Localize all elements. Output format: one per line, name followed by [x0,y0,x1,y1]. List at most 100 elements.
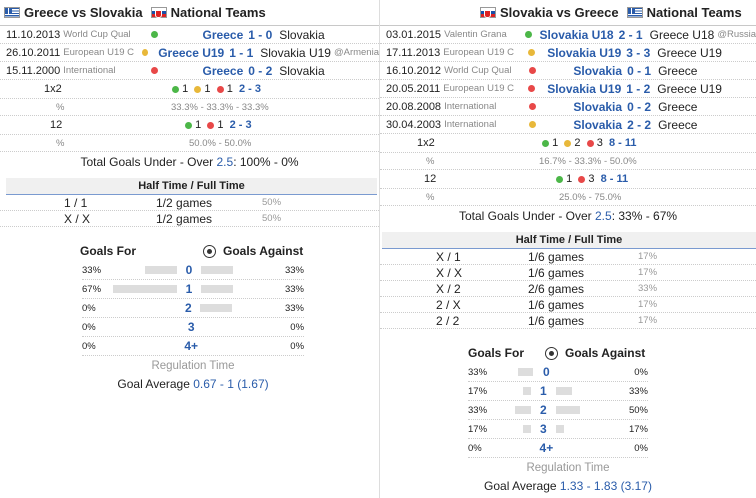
match-score[interactable]: 2 - 2 [627,117,652,132]
right-header-home[interactable]: Slovakia [500,5,553,20]
goals-against-pct: 0% [290,340,305,352]
left-1x2-pct-sign: % [56,101,65,113]
left-header: Greece vs Slovakia National Teams [0,0,379,26]
goals-count: 0 [185,263,193,277]
goals-against-bar-track [555,387,599,395]
right-1x2-total: 8 - 11 [608,137,637,149]
match-row[interactable]: 03.01.2015 Valentin Grana Slovakia U18 2 - … [380,26,756,44]
htft-pct: 17% [638,315,658,326]
match-away-team[interactable]: Greece U19 [657,45,722,60]
htft-row: X / X 1/2 games 50% [0,211,379,227]
match-home-team[interactable]: Slovakia U18 [539,27,614,42]
htft-row: X / 1 1/6 games 17% [380,249,756,265]
match-away-team[interactable]: Greece U18 [649,27,715,42]
match-row[interactable]: 20.08.2008 International Slovakia 0 - 2 Gree… [380,98,756,116]
match-score[interactable]: 3 - 3 [626,45,651,60]
result-dot-icon [528,49,536,56]
right-12-row: 12 1 3 8 - 11 [380,170,756,189]
left-under-over: Total Goals Under - Over 2.5: 100% - 0% [0,152,379,172]
match-away-team[interactable]: Greece [658,63,698,78]
match-competition: European U19 C [443,47,515,58]
result-dot-icon [529,103,537,110]
goals-against-bar [200,304,232,312]
match-away-team[interactable]: Slovakia [279,63,325,78]
htft-result: X / 1 [436,249,461,264]
right-1x2-label: 1x2 [417,137,435,149]
left-htft-title: Half Time / Full Time [6,178,377,195]
right-under-over-label: Total Goals Under - Over [458,209,592,223]
right-header-away[interactable]: Greece [574,5,619,20]
htft-row: X / 2 2/6 games 33% [380,281,756,297]
left-1x2-pct: 33.3% - 33.3% - 33.3% [171,101,269,113]
goals-for-pct: 67% [82,283,102,295]
match-row[interactable]: 11.10.2013 World Cup Qual Greece 1 - 0 Slova… [0,26,379,44]
goals-for-pct: 0% [82,340,96,352]
left-1x2-row: 1x2 1 1 1 2 - 3 [0,80,379,99]
left-12-pct-sign: % [56,137,65,149]
match-away-team[interactable]: Greece [658,117,698,132]
right-1x2-v2: 2 [574,137,581,149]
match-row[interactable]: 16.10.2012 World Cup Qual Slovakia 0 - 1 Gre… [380,62,756,80]
match-row[interactable]: 17.11.2013 European U19 C Slovakia U19 3 - … [380,44,756,62]
htft-games: 1/2 games [156,211,213,226]
right-panel: Slovakia vs Greece National Teams 03.01.… [380,0,756,493]
left-goals-table: 33% 0 33% 67% 1 33% 0% 2 33% 0% 3 0% 0% 4+ 0% [0,261,379,356]
match-score[interactable]: 1 - 2 [626,81,651,96]
match-row[interactable]: 26.10.2011 European U19 C Greece U19 1 - 1 S… [0,44,379,62]
left-12-v2: 1 [217,119,224,131]
match-row[interactable]: 20.05.2011 European U19 C Slovakia U19 1 - … [380,80,756,98]
goals-count: 0 [543,365,550,379]
match-score[interactable]: 2 - 1 [618,27,643,42]
right-regulation: Regulation Time [526,462,610,474]
htft-result: X / 2 [436,281,461,296]
left-header-home[interactable]: Greece [24,5,69,20]
match-home-team[interactable]: Greece [202,63,244,78]
match-home-team[interactable]: Slovakia U19 [547,81,622,96]
result-dot-icon [528,85,536,92]
htft-games: 1/2 games [156,195,213,210]
slovakia-flag-icon [480,7,496,18]
right-matches: 03.01.2015 Valentin Grana Slovakia U18 2 - … [380,26,756,134]
goals-against-bar [200,266,233,274]
match-home-team[interactable]: Greece [202,27,244,42]
match-away-team[interactable]: Greece [658,99,698,114]
goals-against-bar [555,387,572,395]
goals-against-bar-track [203,342,282,350]
match-home-team[interactable]: Slovakia [573,63,623,78]
goals-count: 4+ [184,339,199,353]
match-home-team[interactable]: Greece U19 [158,45,225,60]
goals-against-bar-track [203,323,282,331]
match-score[interactable]: 0 - 1 [627,63,652,78]
goals-count: 3 [187,320,195,334]
match-home-team[interactable]: Slovakia [573,117,623,132]
match-score[interactable]: 0 - 2 [627,99,652,114]
match-score[interactable]: 1 - 0 [248,27,273,42]
goals-count: 2 [184,301,192,315]
right-12-v1: 1 [566,173,573,185]
left-1x2-v2: 1 [204,83,211,95]
match-date: 30.04.2003 [386,118,442,131]
right-1x2-row: 1x2 1 2 3 8 - 11 [380,134,756,153]
match-away-team[interactable]: Slovakia [279,27,325,42]
result-dot-icon [151,67,159,74]
match-away-team[interactable]: Greece U19 [657,81,722,96]
match-competition: International [63,65,116,76]
goals-for-bar-track [489,444,534,452]
goals-count: 4+ [539,441,554,455]
match-home-team[interactable]: Slovakia U19 [547,45,622,60]
match-score[interactable]: 0 - 2 [248,63,273,78]
goals-against-bar-track [200,266,277,274]
right-goals-against-label: Goals Against [565,346,646,360]
match-row[interactable]: 30.04.2003 International Slovakia 2 - 2 Gree… [380,116,756,134]
right-htft-title: Half Time / Full Time [382,232,756,249]
left-header-away[interactable]: Slovakia [89,5,143,20]
goals-for-pct: 17% [468,423,488,435]
match-home-team[interactable]: Slovakia [573,99,623,114]
match-competition: European U19 C [443,83,515,94]
match-competition: Valentin Grana [444,29,507,40]
match-row[interactable]: 15.11.2000 International Greece 0 - 2 Slovak… [0,62,379,80]
goals-count: 2 [540,403,547,417]
match-score[interactable]: 1 - 1 [229,45,254,60]
match-away-team[interactable]: Slovakia U19 [260,45,331,60]
goals-against-pct: 17% [628,423,648,435]
